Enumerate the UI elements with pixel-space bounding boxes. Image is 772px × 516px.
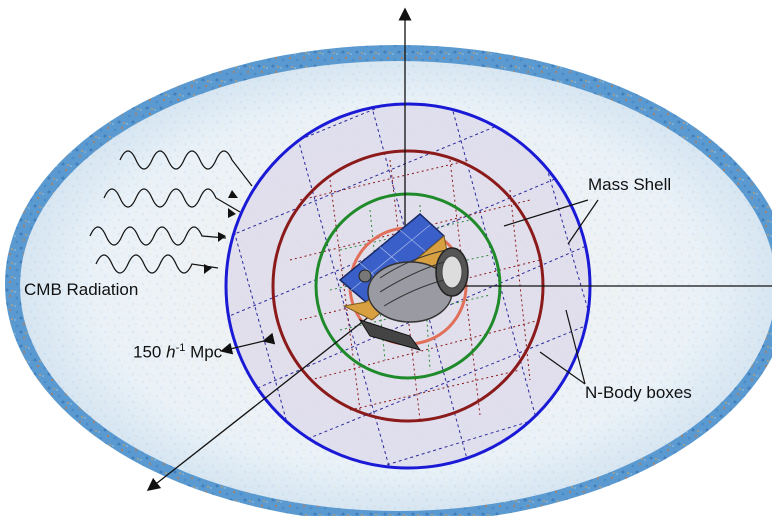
mass-shell-label: Mass Shell bbox=[588, 175, 672, 194]
euclid-satellite-icon bbox=[338, 213, 469, 351]
wave-arrowheads bbox=[204, 190, 238, 274]
label-pointers bbox=[220, 199, 599, 385]
depth-axis bbox=[146, 285, 409, 492]
nbody-boxes-label: N-Body boxes bbox=[585, 383, 692, 402]
cmb-radiation-label: CMB Radiation bbox=[24, 280, 139, 299]
radiation-wave-icon bbox=[89, 150, 253, 274]
scale-label: 150 h-1 Mpc bbox=[133, 342, 223, 362]
